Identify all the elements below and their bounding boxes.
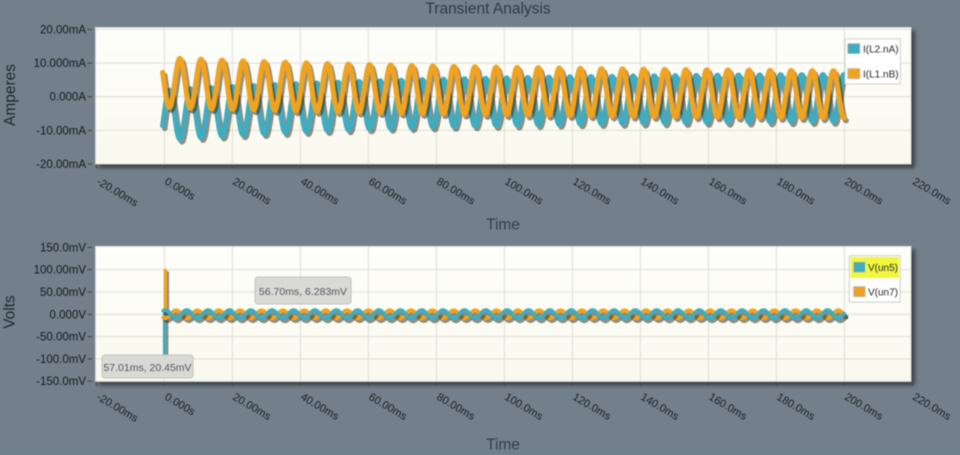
svg-text:100.00mV: 100.00mV	[34, 265, 87, 277]
svg-text:V(un7): V(un7)	[868, 287, 898, 298]
svg-text:Volts: Volts	[2, 295, 19, 329]
svg-text:Transient Analysis: Transient Analysis	[425, 1, 550, 18]
svg-text:-150.0mV: -150.0mV	[36, 376, 86, 388]
svg-text:-100.0mV: -100.0mV	[36, 354, 86, 366]
svg-text:Time: Time	[486, 217, 520, 234]
svg-text:10.000mA: 10.000mA	[34, 58, 87, 70]
svg-text:56.70ms, 6.283mV: 56.70ms, 6.283mV	[259, 286, 347, 298]
svg-text:20.00mA: 20.00mA	[40, 25, 86, 37]
svg-text:-10.00mA: -10.00mA	[36, 125, 86, 137]
svg-text:50.00mV: 50.00mV	[40, 287, 86, 299]
svg-text:Amperes: Amperes	[2, 64, 19, 126]
svg-text:57.01ms, 20.45mV: 57.01ms, 20.45mV	[103, 362, 191, 374]
svg-text:V(un5): V(un5)	[868, 263, 898, 274]
svg-text:I(L1.nB): I(L1.nB)	[863, 69, 899, 80]
svg-text:150.0mV: 150.0mV	[40, 242, 86, 254]
svg-text:0.000A: 0.000A	[50, 92, 87, 104]
svg-text:I(L2.nA): I(L2.nA)	[863, 44, 899, 55]
svg-text:-50.00mV: -50.00mV	[36, 332, 86, 344]
svg-text:Time: Time	[486, 437, 520, 454]
svg-text:-20.00mA: -20.00mA	[36, 159, 86, 171]
svg-text:0.000V: 0.000V	[50, 309, 87, 321]
